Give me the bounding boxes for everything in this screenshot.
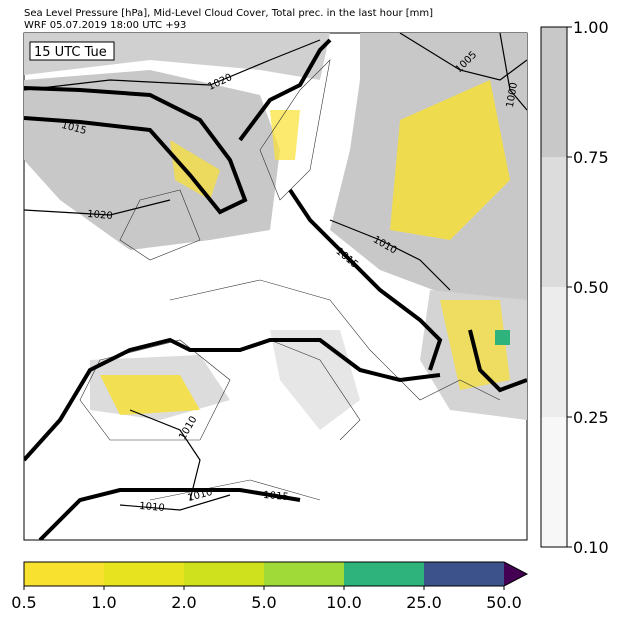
precip-colorbar [23,561,529,587]
title-line: Sea Level Pressure [hPa], Mid-Level Clou… [24,8,433,19]
time-label: 15 UTC Tue [34,45,107,60]
cloud-colorbar [540,26,568,548]
colorbar-label: 0.75 [573,148,609,167]
isobar-label: 1015 [263,490,289,503]
colorbar-label: 1.0 [91,593,116,612]
colorbar-label: 1.00 [573,18,609,37]
colorbar-label: 50.0 [486,593,522,612]
isobar-label: 1000 [505,82,520,109]
colorbar-label: 10.0 [326,593,362,612]
colorbar-label: 25.0 [406,593,442,612]
map: 15 UTC Tue 10201015102010051000101010151… [23,32,528,541]
colorbar-label: 0.25 [573,408,609,427]
isobar-label: 1010 [139,501,165,514]
colorbar-label: 5.0 [251,593,276,612]
colorbar-label: 0.5 [11,593,36,612]
subtitle-line: WRF 05.07.2019 18:00 UTC +93 [24,20,186,31]
isobar-label: 1020 [87,209,113,222]
colorbar-label: 0.50 [573,278,609,297]
colorbar-label: 2.0 [171,593,196,612]
colorbar-label: 0.10 [573,538,609,557]
